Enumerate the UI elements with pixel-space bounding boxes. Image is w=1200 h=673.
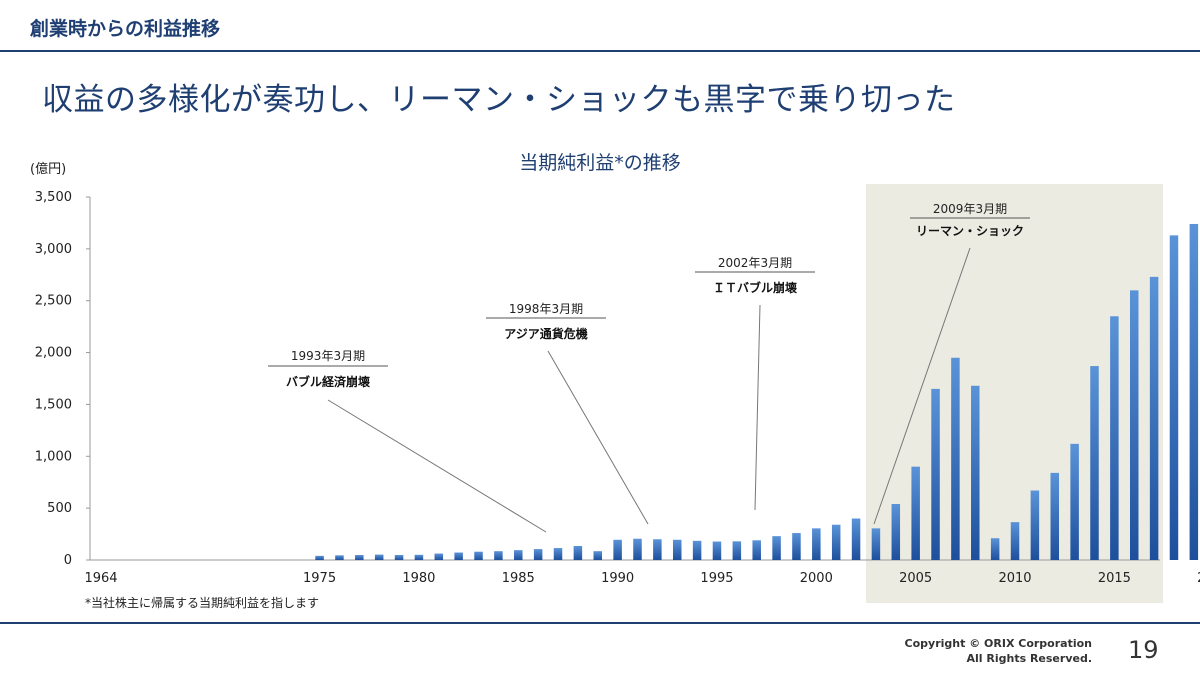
bottom-divider [0,622,1200,624]
annotation-leader-line [327,399,547,533]
copyright: Copyright © ORIX Corporation All Rights … [905,636,1092,666]
x-tick-label: 1975 [303,571,336,586]
bar-2003 [871,528,881,560]
annotation-event: ＩＴバブル崩壊 [713,280,798,295]
y-tick-label: 1,500 [35,397,72,412]
bar-1977 [355,555,364,560]
y-axis-unit: (億円) [30,162,67,177]
bar-2016 [1129,290,1139,560]
y-tick-label: 3,500 [35,190,72,205]
bar-2019 [1189,223,1199,561]
bar-2006 [931,388,940,560]
copyright-line-1: Copyright © ORIX Corporation [904,637,1092,650]
bar-1982 [454,552,463,560]
y-tick-label: 2,500 [35,294,72,309]
bar-2011 [1030,490,1040,560]
bar-1981 [434,553,444,560]
y-tick-label: 500 [47,501,72,516]
bar-2015 [1110,316,1119,560]
annotation-event: バブル経済崩壊 [286,374,371,389]
bar-1989 [593,551,602,560]
bar-2018 [1169,235,1179,561]
bar-1994 [692,540,702,560]
annotation-event: アジア通貨危機 [504,326,588,341]
y-tick-label: 2,000 [35,346,72,361]
bar-2000 [812,528,821,560]
bar-2013 [1070,443,1079,560]
bar-2008 [971,385,980,560]
annotation-date: 2002年3月期 [718,256,792,270]
bar-1985 [514,550,523,560]
bar-2010 [1010,522,1020,560]
annotation-event: リーマン・ショック [916,224,1024,238]
x-tick-label: 1995 [700,571,733,586]
bar-1995 [712,541,722,560]
x-tick-label: 2005 [899,571,932,586]
section-title: 創業時からの利益推移 [30,18,221,40]
bar-1996 [732,541,742,560]
bar-2014 [1090,366,1099,560]
page-headline: 収益の多様化が奏功し、リーマン・ショックも黒字で乗り切った [42,82,956,118]
x-tick-label: 2015 [1098,571,1131,586]
bar-2017 [1149,276,1159,560]
y-tick-label: 0 [64,553,72,568]
bar-2004 [891,503,901,560]
bar-1997 [752,540,761,560]
annotation-leader-line [873,247,971,525]
bar-1993 [672,539,682,560]
bar-1983 [474,551,483,560]
bar-1975 [315,555,324,560]
x-tick-label: 1964 [84,571,117,586]
annotation-leader-line [754,304,761,511]
x-tick-label: 1985 [502,571,535,586]
bar-1999 [792,533,801,560]
bar-1998 [772,536,781,560]
bar-2007 [951,357,960,560]
bar-1976 [335,555,344,560]
y-tick-label: 3,000 [35,242,72,257]
bar-1987 [553,548,563,560]
bar-1978 [374,554,384,560]
bar-1992 [653,539,662,560]
y-tick-label: 1,000 [35,449,72,464]
bar-2001 [831,524,841,560]
x-tick-label: 2000 [800,571,833,586]
x-tick-label: 1980 [402,571,435,586]
bar-2002 [851,518,861,560]
bar-1988 [573,545,583,560]
bar-1986 [533,549,543,560]
annotation-date: 1993年3月期 [291,349,365,363]
bar-2009 [990,538,1000,560]
bar-1984 [494,551,503,560]
annotation-leader-line [547,350,649,525]
bar-1990 [613,539,622,560]
x-tick-label: 1990 [601,571,634,586]
bar-1991 [633,538,642,560]
annotation-date: 2009年3月期 [933,202,1007,216]
top-divider [0,50,1200,52]
bar-1979 [394,555,404,560]
x-tick-label: 2010 [998,571,1031,586]
annotation-3: 2002年3月期 ＩＴバブル崩壊 [695,256,815,511]
bar-2012 [1050,472,1060,560]
annotation-date: 1998年3月期 [509,302,583,316]
page-number: 19 [1128,636,1159,664]
chart-footnote: *当社株主に帰属する当期純利益を指します [85,596,320,610]
bar-1980 [414,554,424,560]
bar-2005 [911,466,920,560]
chart-title: 当期純利益*の推移 [519,152,681,174]
x-tick-label: 2020 [1197,571,1200,586]
copyright-line-2: All Rights Reserved. [966,652,1092,665]
